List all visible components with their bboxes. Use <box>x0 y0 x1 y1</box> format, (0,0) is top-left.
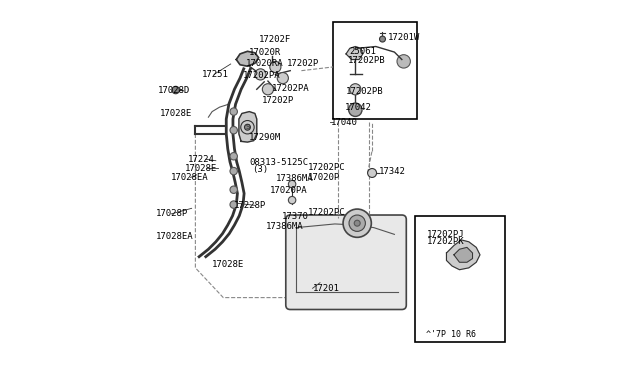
Text: 17202PB: 17202PB <box>348 56 385 65</box>
Circle shape <box>172 86 179 94</box>
Text: 25061: 25061 <box>349 47 376 56</box>
Text: 17251: 17251 <box>202 70 228 79</box>
Text: 17040: 17040 <box>330 118 357 126</box>
Circle shape <box>230 201 237 208</box>
Circle shape <box>343 209 371 237</box>
Circle shape <box>230 126 237 134</box>
Text: 17202PK: 17202PK <box>427 237 465 246</box>
Text: 17202F: 17202F <box>259 35 291 44</box>
Circle shape <box>230 186 237 193</box>
Bar <box>333 22 417 119</box>
Text: 17202PC: 17202PC <box>308 163 346 172</box>
Polygon shape <box>346 46 363 60</box>
Circle shape <box>349 215 365 231</box>
Text: 17042: 17042 <box>346 103 372 112</box>
Text: 17202PB: 17202PB <box>346 87 383 96</box>
Text: 17020P: 17020P <box>308 173 340 182</box>
Circle shape <box>380 36 385 42</box>
Text: 17202PJ: 17202PJ <box>427 230 465 239</box>
Circle shape <box>255 69 266 80</box>
Text: 17290M: 17290M <box>248 133 281 142</box>
Circle shape <box>244 124 250 130</box>
Text: 17386MA: 17386MA <box>266 222 304 231</box>
Circle shape <box>349 103 362 116</box>
Text: 17020RA: 17020RA <box>246 60 284 68</box>
Text: 17342: 17342 <box>379 167 406 176</box>
Circle shape <box>289 196 296 204</box>
Text: 17202PA: 17202PA <box>243 71 280 80</box>
Circle shape <box>354 220 360 226</box>
Polygon shape <box>239 112 257 142</box>
Text: 17028E: 17028E <box>212 260 244 269</box>
Text: 17028D: 17028D <box>157 86 189 94</box>
Text: (3): (3) <box>252 165 268 174</box>
Polygon shape <box>447 240 480 270</box>
Circle shape <box>230 167 237 175</box>
Polygon shape <box>236 51 259 66</box>
Text: 17028E: 17028E <box>159 109 191 118</box>
Text: 17028E: 17028E <box>186 164 218 173</box>
FancyBboxPatch shape <box>286 215 406 310</box>
Text: S: S <box>245 124 250 130</box>
Circle shape <box>230 153 237 160</box>
Text: 17201W: 17201W <box>388 33 420 42</box>
Text: 17386MA: 17386MA <box>276 174 314 183</box>
Text: 08313-5125C: 08313-5125C <box>250 158 308 167</box>
Circle shape <box>230 108 237 115</box>
Text: 17020PA: 17020PA <box>270 186 307 195</box>
Text: 17028EA: 17028EA <box>156 232 194 241</box>
Text: 17224: 17224 <box>188 155 215 164</box>
Text: 17202P: 17202P <box>262 96 294 105</box>
Bar <box>415 216 505 342</box>
Text: 17028P: 17028P <box>156 209 189 218</box>
Text: 17201: 17201 <box>312 284 339 293</box>
Text: ^'7P 10 R6: ^'7P 10 R6 <box>426 330 476 339</box>
Circle shape <box>289 180 296 188</box>
Text: 17028EA: 17028EA <box>170 173 208 182</box>
Text: 17202PA: 17202PA <box>271 84 309 93</box>
Circle shape <box>262 84 273 95</box>
Circle shape <box>397 55 410 68</box>
Circle shape <box>367 169 376 177</box>
Circle shape <box>277 73 289 84</box>
Text: 17020R: 17020R <box>250 48 282 57</box>
Text: 17228P: 17228P <box>234 201 266 210</box>
Circle shape <box>349 84 361 95</box>
Text: 17370: 17370 <box>282 212 309 221</box>
Polygon shape <box>454 247 472 262</box>
Circle shape <box>270 61 281 73</box>
Text: 17202P: 17202P <box>287 60 319 68</box>
Text: 17202PC: 17202PC <box>308 208 346 217</box>
